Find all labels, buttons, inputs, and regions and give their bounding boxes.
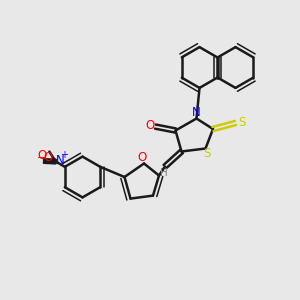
Text: −: −	[37, 153, 46, 163]
Text: O: O	[138, 151, 147, 164]
Text: +: +	[60, 150, 68, 160]
Text: O: O	[43, 151, 52, 164]
Text: H: H	[160, 168, 167, 178]
Text: N: N	[192, 106, 201, 119]
Text: O: O	[146, 118, 154, 132]
Text: O: O	[38, 149, 47, 162]
Text: N: N	[56, 154, 64, 166]
Text: S: S	[238, 116, 245, 129]
Text: S: S	[203, 147, 211, 161]
